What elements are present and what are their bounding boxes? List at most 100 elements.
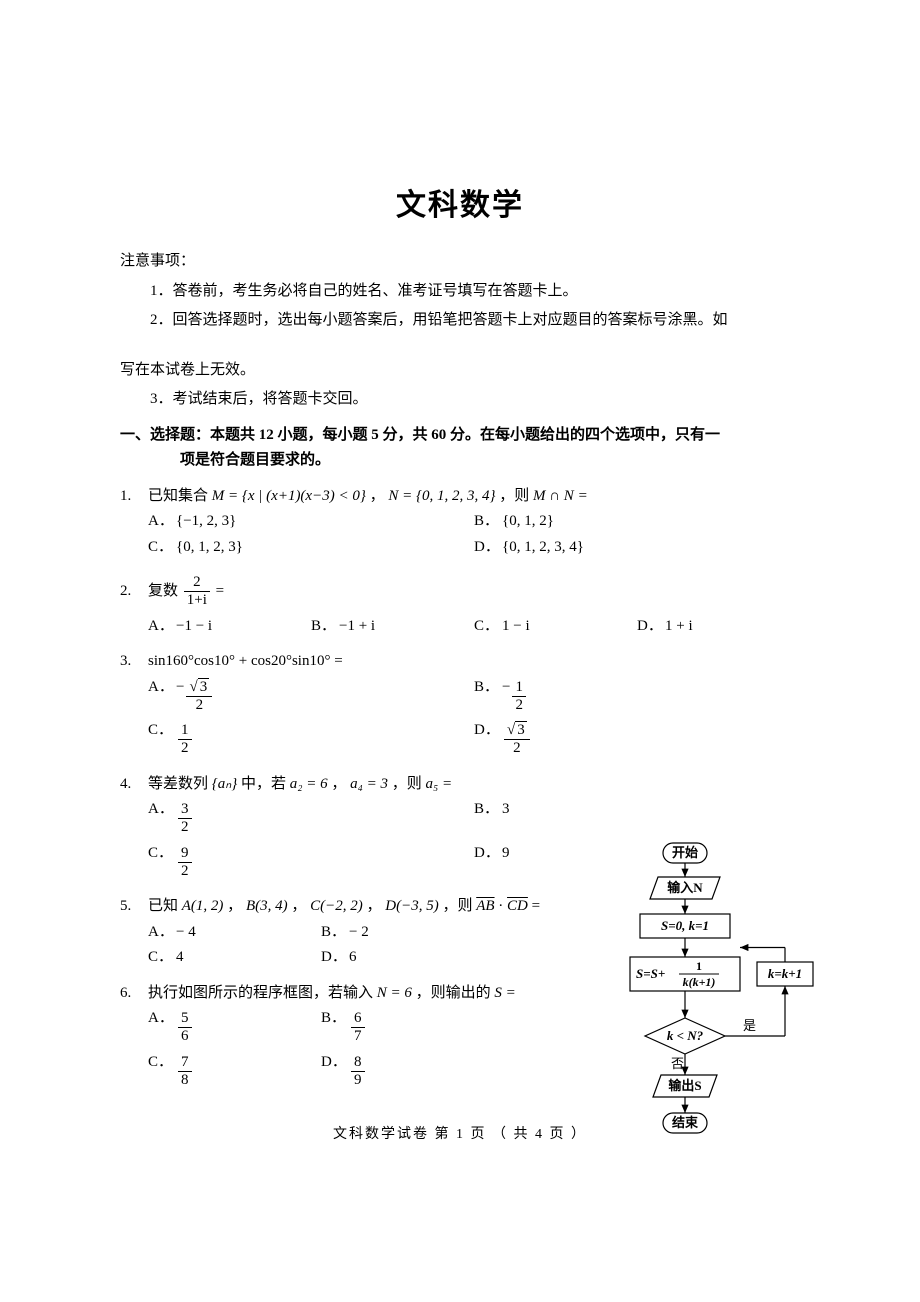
q5-mid: ，则	[439, 898, 477, 914]
svg-text:S=0, k=1: S=0, k=1	[661, 918, 709, 933]
q2-optA-text: −1 − i	[176, 614, 212, 640]
q3-option-d: D．√32	[474, 718, 800, 762]
flowchart-svg: 开始输入NS=0, k=1S=S+1k(k+1)k=k+1k < N?输出S结束…	[585, 841, 820, 1151]
q3-optD-frac: √32	[504, 722, 530, 758]
svg-text:S=S+: S=S+	[636, 966, 665, 981]
opt-label-b3: B．	[474, 675, 502, 701]
q4-an: {aₙ}	[212, 776, 237, 792]
q5b-text: − 2	[349, 920, 369, 946]
q5-vecCD: CD	[507, 898, 528, 914]
q6b-den: 7	[351, 1028, 365, 1045]
section-1-header: 一、选择题：本题共 12 小题，每小题 5 分，共 60 分。在每小题给出的四个…	[120, 423, 800, 474]
q3-optB-frac: 12	[512, 679, 526, 715]
q5-option-a: A．− 4	[148, 920, 321, 946]
opt-label-a4: A．	[148, 797, 176, 823]
opt-label-a2: A．	[148, 614, 176, 640]
opt-label-d5: D．	[321, 945, 349, 971]
q4-stem: 等差数列 {aₙ} 中，若 a₂ = 6 ， a₄ = 3 ，则 a₅ =	[148, 772, 800, 798]
q3c-num: 1	[178, 722, 192, 740]
q3-option-b: B．−12	[474, 675, 800, 719]
svg-text:是: 是	[743, 1018, 756, 1033]
q6c-frac: 78	[178, 1054, 192, 1090]
q4-pre: 等差数列	[148, 776, 212, 792]
q4c-num: 9	[178, 845, 192, 863]
q2-option-d: D．1 + i	[637, 614, 800, 640]
q5-D: D(−3, 5)	[385, 898, 438, 914]
opt-label-c: C．	[148, 535, 176, 561]
q5-dot: ·	[495, 898, 508, 914]
q2-optC-text: 1 − i	[502, 614, 530, 640]
q2-optB-text: −1 + i	[339, 614, 375, 640]
question-3: 3. sin160°cos10° + cos20°sin10° = A．−√32…	[120, 649, 800, 762]
q3-option-c: C．12	[148, 718, 474, 762]
q3-option-a: A．−√32	[148, 675, 474, 719]
q4a-frac: 32	[178, 801, 192, 837]
q1-mn: M ∩ N =	[533, 488, 588, 504]
opt-label-c6: C．	[148, 1050, 176, 1076]
opt-label-a6: A．	[148, 1006, 176, 1032]
q2-option-b: B．−1 + i	[311, 614, 474, 640]
q5-C: C(−2, 2)	[310, 898, 363, 914]
svg-text:否: 否	[671, 1056, 684, 1071]
q3-optA-frac: √32	[186, 679, 212, 715]
q6-stem: 执行如图所示的程序框图，若输入 N = 6 ，则输出的 S =	[148, 981, 596, 1007]
q3-stem: sin160°cos10° + cos20°sin10° =	[148, 649, 800, 675]
q4-m1: 中，若	[237, 776, 290, 792]
q4-a5: a₅ =	[425, 776, 452, 792]
q3-optC-frac: 12	[178, 722, 192, 758]
q6-option-c: C．78	[148, 1050, 321, 1094]
q1-set-m: M = {x | (x+1)(x−3) < 0}	[212, 488, 366, 504]
question-1: 1. 已知集合 M = {x | (x+1)(x−3) < 0} ， N = {…	[120, 484, 800, 561]
question-6: 开始输入NS=0, k=1S=S+1k(k+1)k=k+1k < N?输出S结束…	[120, 981, 800, 1094]
q5c-text: 4	[176, 945, 184, 971]
opt-label-c4: C．	[148, 841, 176, 867]
q6b-frac: 67	[351, 1010, 365, 1046]
q1-stem: 已知集合 M = {x | (x+1)(x−3) < 0} ， N = {0, …	[148, 484, 800, 510]
q6d-frac: 89	[351, 1054, 365, 1090]
q3-number: 3.	[120, 649, 148, 675]
q1-option-a: A．{−1, 2, 3}	[148, 509, 474, 535]
q4-option-b: B．3	[474, 797, 800, 841]
q2-frac: 21+i	[184, 574, 210, 610]
q5-s3: ，	[363, 898, 386, 914]
q2-number: 2.	[120, 579, 148, 605]
q6a-den: 6	[178, 1028, 192, 1045]
q4b-text: 3	[502, 797, 510, 823]
q5-s1: ，	[223, 898, 246, 914]
notice-item-2: 2．回答选择题时，选出每小题答案后，用铅笔把答题卡上对应题目的答案标号涂黑。如	[120, 308, 800, 334]
section-1-line2: 项是符合题目要求的。	[150, 448, 800, 474]
q1-set-n: N = {0, 1, 2, 3, 4}	[388, 488, 495, 504]
svg-text:开始: 开始	[672, 845, 698, 860]
opt-label-a3: A．	[148, 675, 176, 701]
q6-option-b: B．67	[321, 1006, 494, 1050]
q5-option-c: C．4	[148, 945, 321, 971]
opt-label-b2: B．	[311, 614, 339, 640]
notice-header: 注意事项：	[120, 249, 800, 275]
q4-m2: ，	[328, 776, 351, 792]
q3c-den: 2	[178, 740, 192, 757]
q2-stem-pre: 复数	[148, 583, 182, 599]
q2-optD-text: 1 + i	[665, 614, 693, 640]
q6a-frac: 56	[178, 1010, 192, 1046]
q4d-text: 9	[502, 841, 510, 867]
q1-sep2: ，则	[495, 488, 533, 504]
q4a-den: 2	[178, 819, 192, 836]
flowchart: 开始输入NS=0, k=1S=S+1k(k+1)k=k+1k < N?输出S结束…	[585, 841, 820, 1181]
q6-s: S =	[494, 985, 515, 1001]
q2-option-a: A．−1 − i	[148, 614, 311, 640]
q3d-den: 2	[504, 740, 530, 757]
q2-frac-den: 1+i	[184, 592, 210, 609]
notice-item-1: 1．答卷前，考生务必将自己的姓名、准考证号填写在答题卡上。	[120, 279, 800, 305]
q6-number: 6.	[120, 981, 148, 1007]
q5a-text: − 4	[176, 920, 196, 946]
q6a-num: 5	[178, 1010, 192, 1028]
opt-label-b5: B．	[321, 920, 349, 946]
svg-text:k=k+1: k=k+1	[768, 966, 802, 981]
q3a-num: √3	[186, 679, 212, 697]
q1-sep1: ，	[366, 488, 389, 504]
question-2: 2. 复数 21+i = A．−1 − i B．−1 + i C．1 − i D…	[120, 570, 800, 639]
q4a-num: 3	[178, 801, 192, 819]
q5-number: 5.	[120, 894, 148, 920]
q3b-den: 2	[512, 697, 526, 714]
q1-optD-text: {0, 1, 2, 3, 4}	[502, 535, 584, 561]
